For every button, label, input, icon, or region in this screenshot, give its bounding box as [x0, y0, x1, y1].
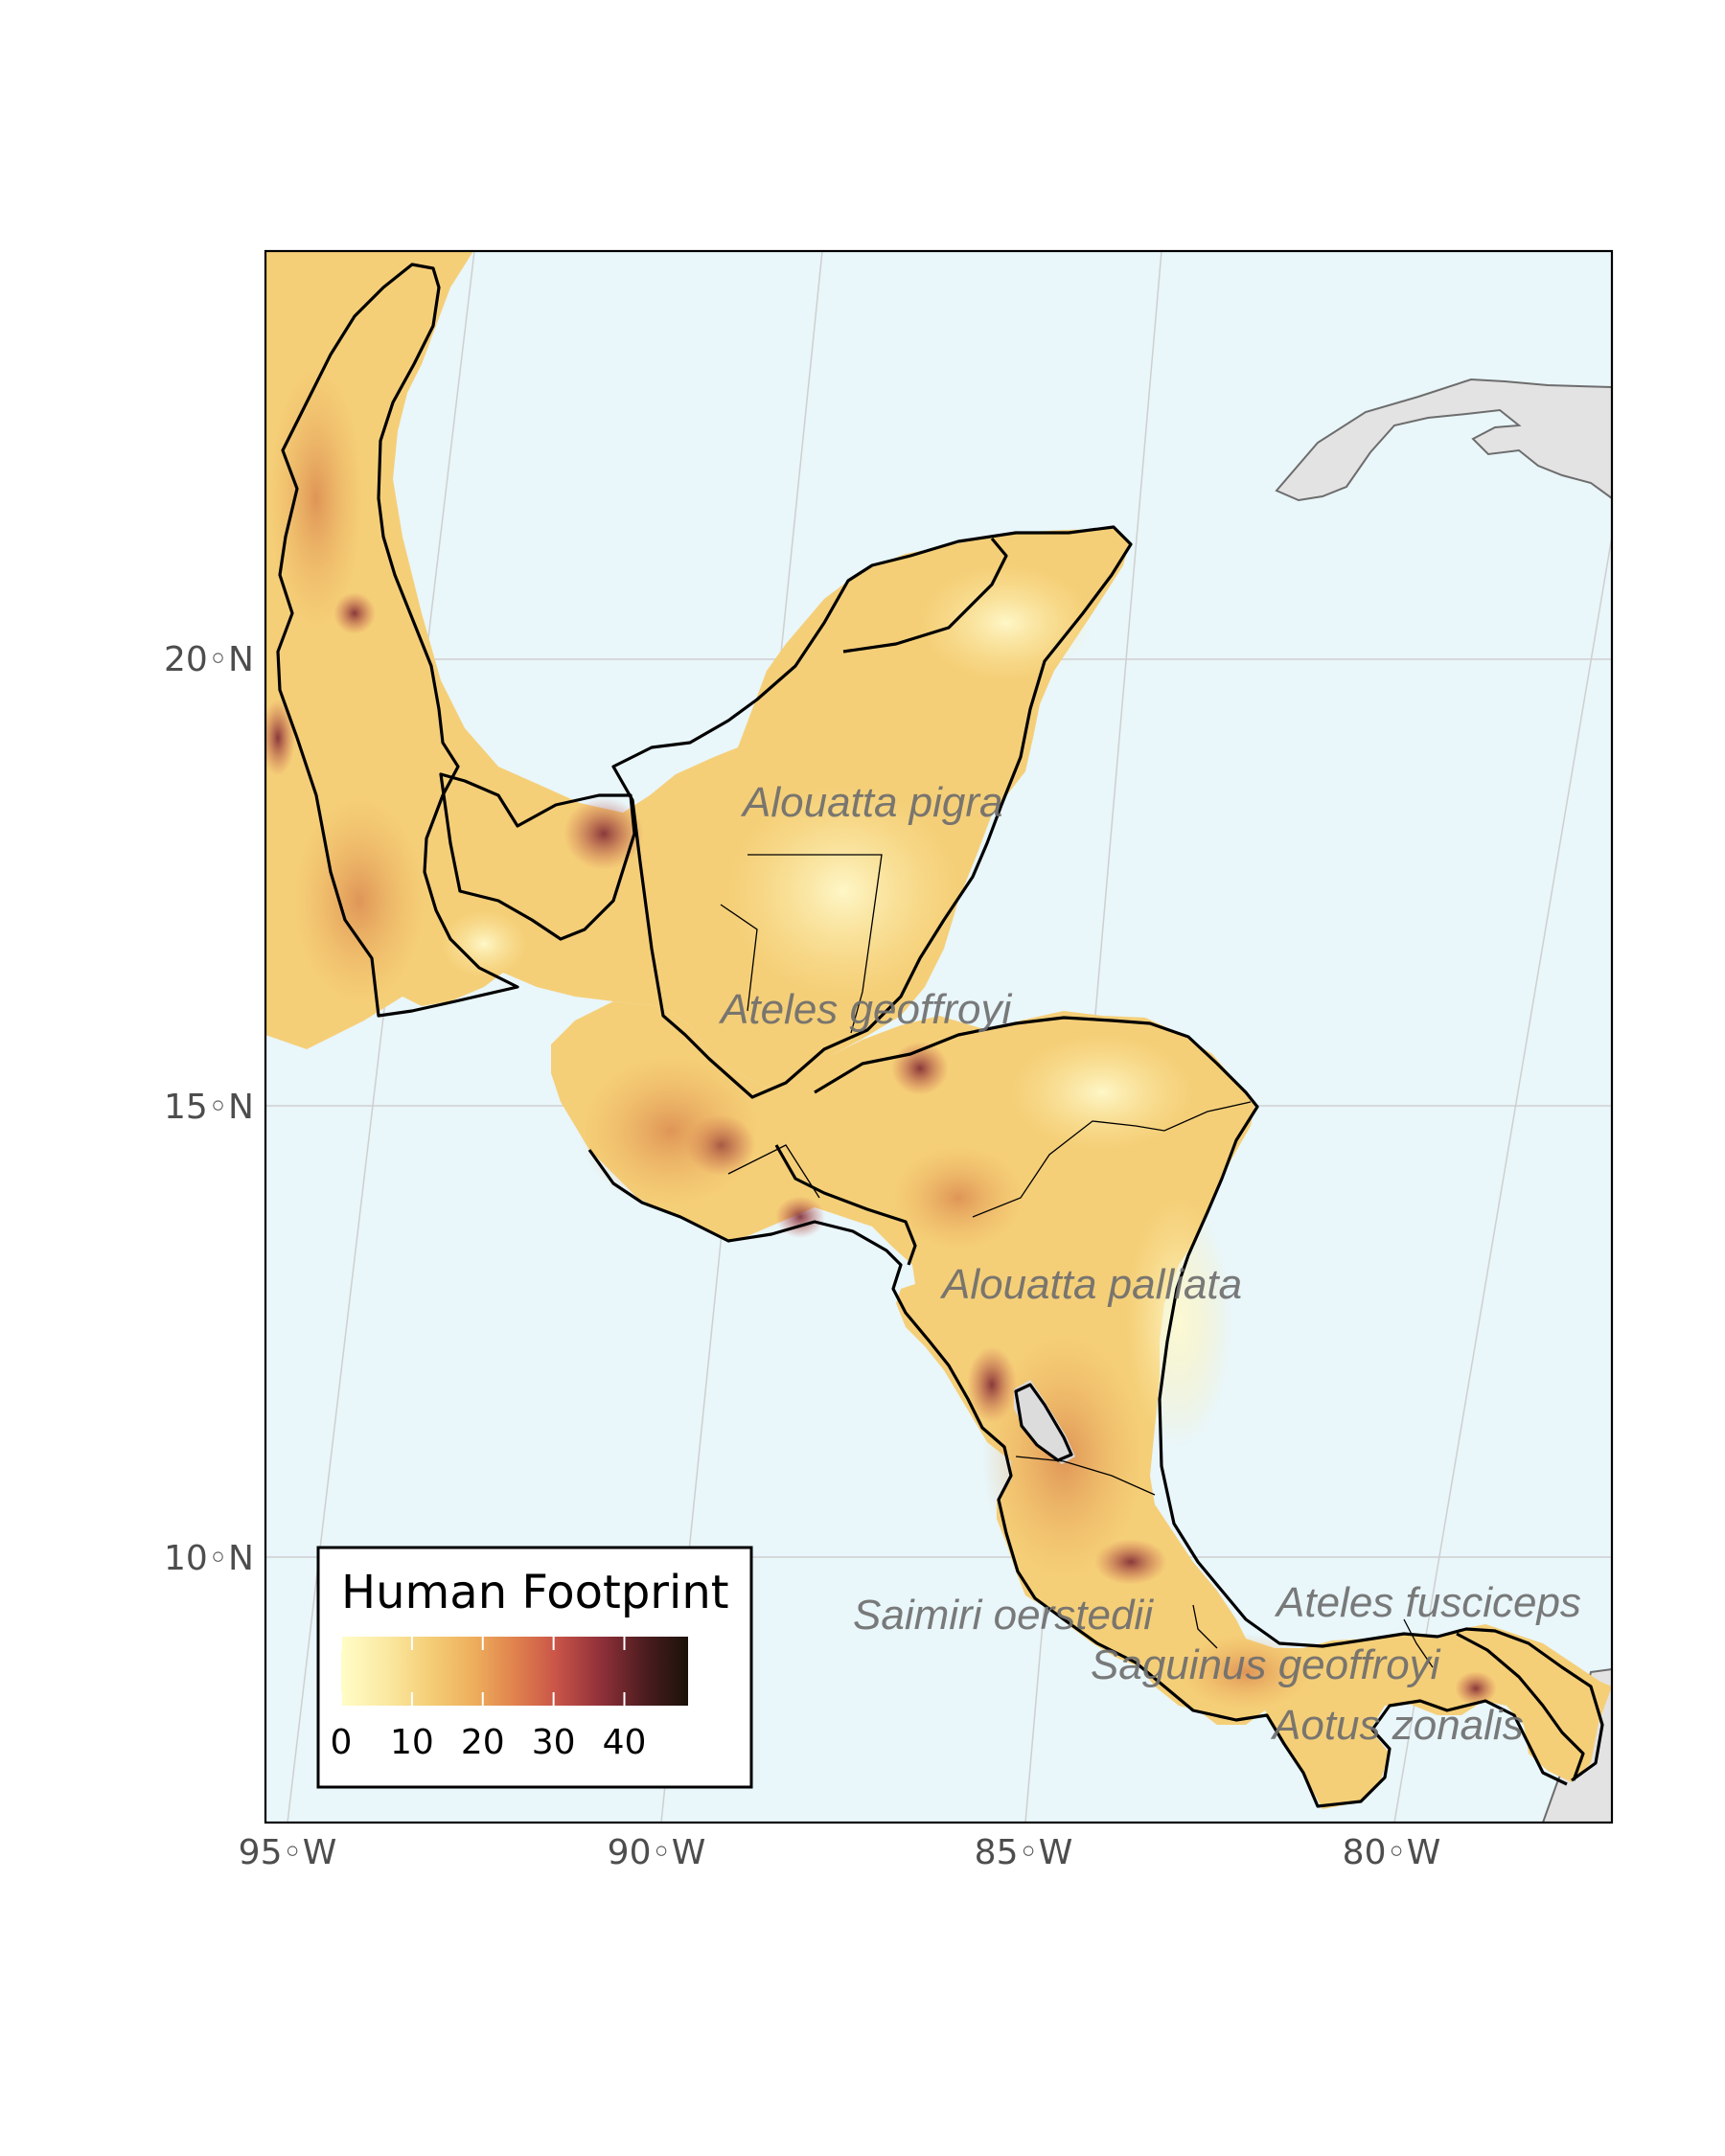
footprint-warm-zone: [268, 364, 364, 632]
footprint-low-zone: [441, 910, 527, 977]
y-axis-label-20n: 20◦N: [164, 640, 254, 679]
footprint-hotspot: [1455, 1671, 1497, 1706]
footprint-hotspot: [775, 1196, 825, 1238]
range-outline-nicaragua-lake: [1014, 1383, 1073, 1462]
species-label-aotus-zonalis: Aotus zonalis: [1270, 1702, 1524, 1749]
legend-tick-label: 40: [603, 1723, 647, 1762]
country-border: [748, 854, 883, 1034]
axis-labels: 95◦W 90◦W 85◦W 80◦W 20◦N 15◦N 10◦N: [164, 640, 1440, 1872]
x-axis-label-80w: 80◦W: [1343, 1833, 1441, 1872]
range-outline-yucatan-north: [842, 537, 1008, 654]
range-outline-tabasco: [439, 772, 636, 941]
x-axis-label-95w: 95◦W: [239, 1833, 337, 1872]
species-label-saguinus-geoffroyi: Saguinus geoffroyi: [1091, 1641, 1441, 1688]
range-outline-pacific-coast: [587, 1149, 1568, 1808]
range-outline-central: [774, 1144, 917, 1266]
species-ranges: [276, 263, 1604, 1808]
legend-ticks: 0 10 20 30 40: [331, 1637, 647, 1762]
meridian-80w: [1393, 536, 1612, 1823]
footprint-low-zone: [1126, 1198, 1231, 1447]
footprint-low-zone: [920, 565, 1092, 680]
y-axis-label-15n: 15◦N: [164, 1088, 254, 1127]
country-border: [720, 904, 758, 1012]
legend-tick-label: 0: [331, 1723, 353, 1762]
legend-colorbar: [341, 1637, 688, 1706]
cuba-landmass: [1275, 378, 1612, 502]
legend-title: Human Footprint: [341, 1566, 729, 1619]
legend-tick-label: 30: [532, 1723, 576, 1762]
country-border: [727, 1144, 820, 1199]
country-border: [972, 1101, 1252, 1218]
x-axis-label-90w: 90◦W: [608, 1833, 706, 1872]
footprint-low-zone: [728, 786, 958, 997]
country-border: [1403, 1618, 1434, 1668]
map-frame: [264, 249, 1614, 1824]
species-labels: Alouatta pigra Ateles geoffroyi Alouatta…: [718, 779, 1581, 1749]
footprint-hotspot: [564, 797, 644, 870]
human-footprint-surface: [265, 251, 1612, 1809]
legend-tick-label: 20: [461, 1723, 505, 1762]
footprint-warm-zone: [580, 1054, 762, 1207]
legend: Human Footprint 0 10 20 30 40: [316, 1546, 753, 1789]
y-axis-label-10n: 10◦N: [164, 1539, 254, 1578]
footprint-warm-zone: [891, 1145, 1025, 1250]
species-label-ateles-geoffroyi: Ateles geoffroyi: [718, 986, 1012, 1033]
range-outline-mexico-west: [276, 263, 519, 1018]
footprint-warm-zone: [1179, 1634, 1313, 1710]
species-label-saimiri-oerstedii: Saimiri oerstedii: [853, 1592, 1154, 1639]
footprint-low-zone: [1011, 1035, 1193, 1150]
range-outline-yucatan: [611, 525, 1133, 1099]
footprint-warm-zone: [292, 795, 426, 1006]
species-label-alouatta-palliata: Alouatta palliata: [939, 1261, 1242, 1308]
species-label-ateles-fusciceps: Ateles fusciceps: [1274, 1579, 1581, 1626]
country-border: [1015, 1456, 1156, 1496]
legend-tick-label: 10: [390, 1723, 434, 1762]
lake-nicaragua: [1014, 1380, 1075, 1464]
country-border: [1192, 1604, 1218, 1649]
range-outline-honduras: [814, 1016, 1604, 1782]
footprint-hotspot: [265, 700, 295, 776]
country-borders: [720, 854, 1434, 1668]
range-outline-panama-east: [1456, 1632, 1585, 1781]
species-label-alouatta-pigra: Alouatta pigra: [740, 779, 1003, 826]
x-axis-label-85w: 85◦W: [975, 1833, 1073, 1872]
